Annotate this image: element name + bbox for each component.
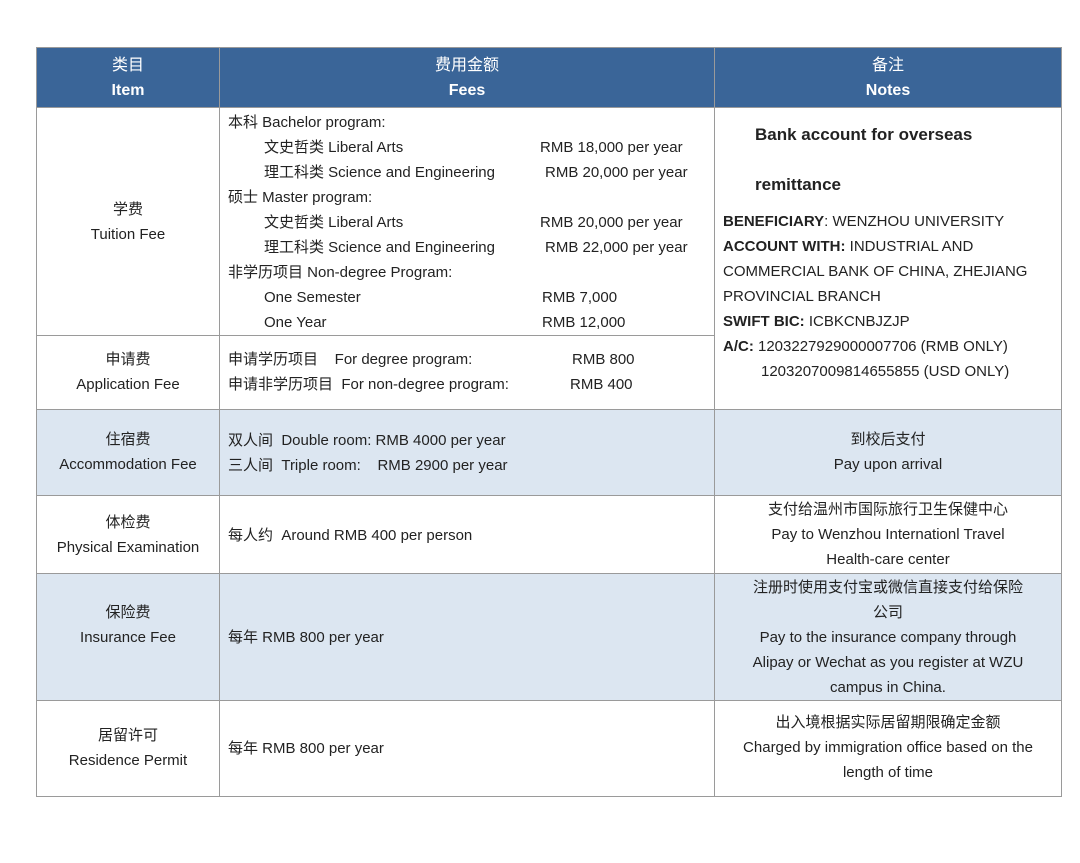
- double-room: 双人间 Double room: RMB 4000 per year: [228, 432, 506, 449]
- insurance-item-cell: 保险费 Insurance Fee: [36, 573, 220, 701]
- physical-note-2: Pay to Wenzhou Internationl Travel: [771, 526, 1005, 543]
- insurance-zh: 保险费: [105, 604, 151, 621]
- one-year: One Year: [264, 314, 327, 331]
- insurance-en: Insurance Fee: [80, 629, 176, 646]
- bank-account-notes: Bank account for overseas remittance BEN…: [714, 107, 1062, 410]
- nondegree-program: 申请非学历项目 For non-degree program:: [228, 376, 509, 393]
- application-item-cell: 申请费 Application Fee: [36, 335, 220, 410]
- insurance-fee: 每年 RMB 800 per year: [228, 629, 384, 646]
- accommodation-zh: 住宿费: [105, 431, 151, 448]
- triple-room: 三人间 Triple room: RMB 2900 per year: [228, 457, 508, 474]
- insurance-note-3: Pay to the insurance company through: [759, 629, 1017, 646]
- ac-rmb: 1203227929000007706 (RMB ONLY): [753, 338, 1008, 355]
- tuition-item-cell: 学费 Tuition Fee: [36, 107, 220, 336]
- header-fees-en: Fees: [448, 82, 486, 99]
- residence-fees-cell: 每年 RMB 800 per year: [219, 700, 715, 797]
- tuition-en: Tuition Fee: [90, 226, 166, 243]
- swift-value: ICBKCNBJZJP: [804, 313, 910, 330]
- degree-program-fee: RMB 800: [572, 351, 635, 368]
- master-science: 理工科类 Science and Engineering: [264, 239, 495, 256]
- nondegree-heading: 非学历项目 Non-degree Program:: [228, 264, 453, 281]
- beneficiary-label: BENEFICIARY: [723, 213, 825, 230]
- swift-label: SWIFT BIC:: [723, 313, 805, 330]
- residence-notes-cell: 出入境根据实际居留期限确定金额 Charged by immigration o…: [714, 700, 1062, 797]
- master-science-fee: RMB 22,000 per year: [545, 239, 688, 256]
- residence-fee: 每年 RMB 800 per year: [228, 740, 384, 757]
- bachelor-science: 理工科类 Science and Engineering: [264, 164, 495, 181]
- account-label: ACCOUNT WITH:: [723, 238, 846, 255]
- bank-title-2: remittance: [755, 175, 841, 194]
- bachelor-arts: 文史哲类 Liberal Arts: [264, 139, 404, 156]
- residence-item-cell: 居留许可 Residence Permit: [36, 700, 220, 797]
- residence-note-3: length of time: [842, 764, 934, 781]
- account-value-3: PROVINCIAL BRANCH: [723, 288, 881, 305]
- physical-zh: 体检费: [105, 514, 151, 531]
- physical-item-cell: 体检费 Physical Examination: [36, 495, 220, 574]
- application-en: Application Fee: [76, 376, 180, 393]
- insurance-note-5: campus in China.: [830, 679, 946, 696]
- bachelor-science-fee: RMB 20,000 per year: [545, 164, 688, 181]
- header-item: 类目 Item: [36, 47, 220, 108]
- physical-notes-cell: 支付给温州市国际旅行卫生保健中心 Pay to Wenzhou Internat…: [714, 495, 1062, 574]
- physical-en: Physical Examination: [56, 539, 200, 556]
- application-fees-cell: 申请学历项目 For degree program: RMB 800 申请非学历…: [219, 335, 715, 410]
- accommodation-notes-cell: 到校后支付 Pay upon arrival: [714, 409, 1062, 496]
- bank-title-1: Bank account for overseas: [755, 125, 973, 144]
- application-zh: 申请费: [105, 351, 151, 368]
- accommodation-en: Accommodation Fee: [59, 456, 197, 473]
- insurance-note-4: Alipay or Wechat as you register at WZU: [752, 654, 1024, 671]
- physical-fee: 每人约 Around RMB 400 per person: [228, 527, 473, 544]
- tuition-fees-cell: 本科 Bachelor program: 文史哲类 Liberal Arts R…: [219, 107, 715, 336]
- header-fees-zh: 费用金额: [434, 57, 499, 74]
- insurance-fees-cell: 每年 RMB 800 per year: [219, 573, 715, 701]
- residence-zh: 居留许可: [97, 727, 158, 744]
- nondegree-program-fee: RMB 400: [570, 376, 633, 393]
- physical-fees-cell: 每人约 Around RMB 400 per person: [219, 495, 715, 574]
- insurance-note-1: 注册时使用支付宝或微信直接支付给保险: [752, 579, 1023, 596]
- degree-program: 申请学历项目 For degree program:: [228, 351, 473, 368]
- physical-note-1: 支付给温州市国际旅行卫生保健中心: [767, 501, 1008, 518]
- bachelor-arts-fee: RMB 18,000 per year: [540, 139, 683, 156]
- insurance-notes-cell: 注册时使用支付宝或微信直接支付给保险 公司 Pay to the insuran…: [714, 573, 1062, 701]
- master-arts-fee: RMB 20,000 per year: [540, 214, 683, 231]
- accommodation-note-en: Pay upon arrival: [833, 456, 943, 473]
- master-arts: 文史哲类 Liberal Arts: [264, 214, 404, 231]
- tuition-zh: 学费: [112, 201, 143, 218]
- accommodation-item-cell: 住宿费 Accommodation Fee: [36, 409, 220, 496]
- header-notes-zh: 备注: [871, 57, 904, 74]
- account-value-2: COMMERCIAL BANK OF CHINA, ZHEJIANG: [723, 263, 1028, 280]
- master-heading: 硕士 Master program:: [228, 189, 373, 206]
- header-notes-en: Notes: [865, 82, 911, 99]
- semester-fee: RMB 7,000: [542, 289, 618, 306]
- ac-usd: 1203207009814655855 (USD ONLY): [761, 363, 1010, 380]
- ac-label: A/C:: [723, 338, 754, 355]
- bachelor-heading: 本科 Bachelor program:: [228, 114, 386, 131]
- insurance-note-2: 公司: [872, 604, 903, 621]
- header-fees: 费用金额 Fees: [219, 47, 715, 108]
- residence-note-2: Charged by immigration office based on t…: [743, 739, 1033, 756]
- account-value-1: INDUSTRIAL AND: [845, 238, 974, 255]
- physical-note-3: Health-care center: [826, 551, 950, 568]
- header-item-zh: 类目: [111, 57, 144, 74]
- accommodation-note-zh: 到校后支付: [850, 431, 926, 448]
- accommodation-fees-cell: 双人间 Double room: RMB 4000 per year 三人间 T…: [219, 409, 715, 496]
- header-item-en: Item: [111, 82, 145, 99]
- residence-en: Residence Permit: [68, 752, 188, 769]
- one-year-fee: RMB 12,000: [542, 314, 626, 331]
- beneficiary-value: : WENZHOU UNIVERSITY: [824, 213, 1005, 230]
- residence-note-1: 出入境根据实际居留期限确定金额: [775, 714, 1001, 731]
- semester: One Semester: [264, 289, 361, 306]
- header-notes: 备注 Notes: [714, 47, 1062, 108]
